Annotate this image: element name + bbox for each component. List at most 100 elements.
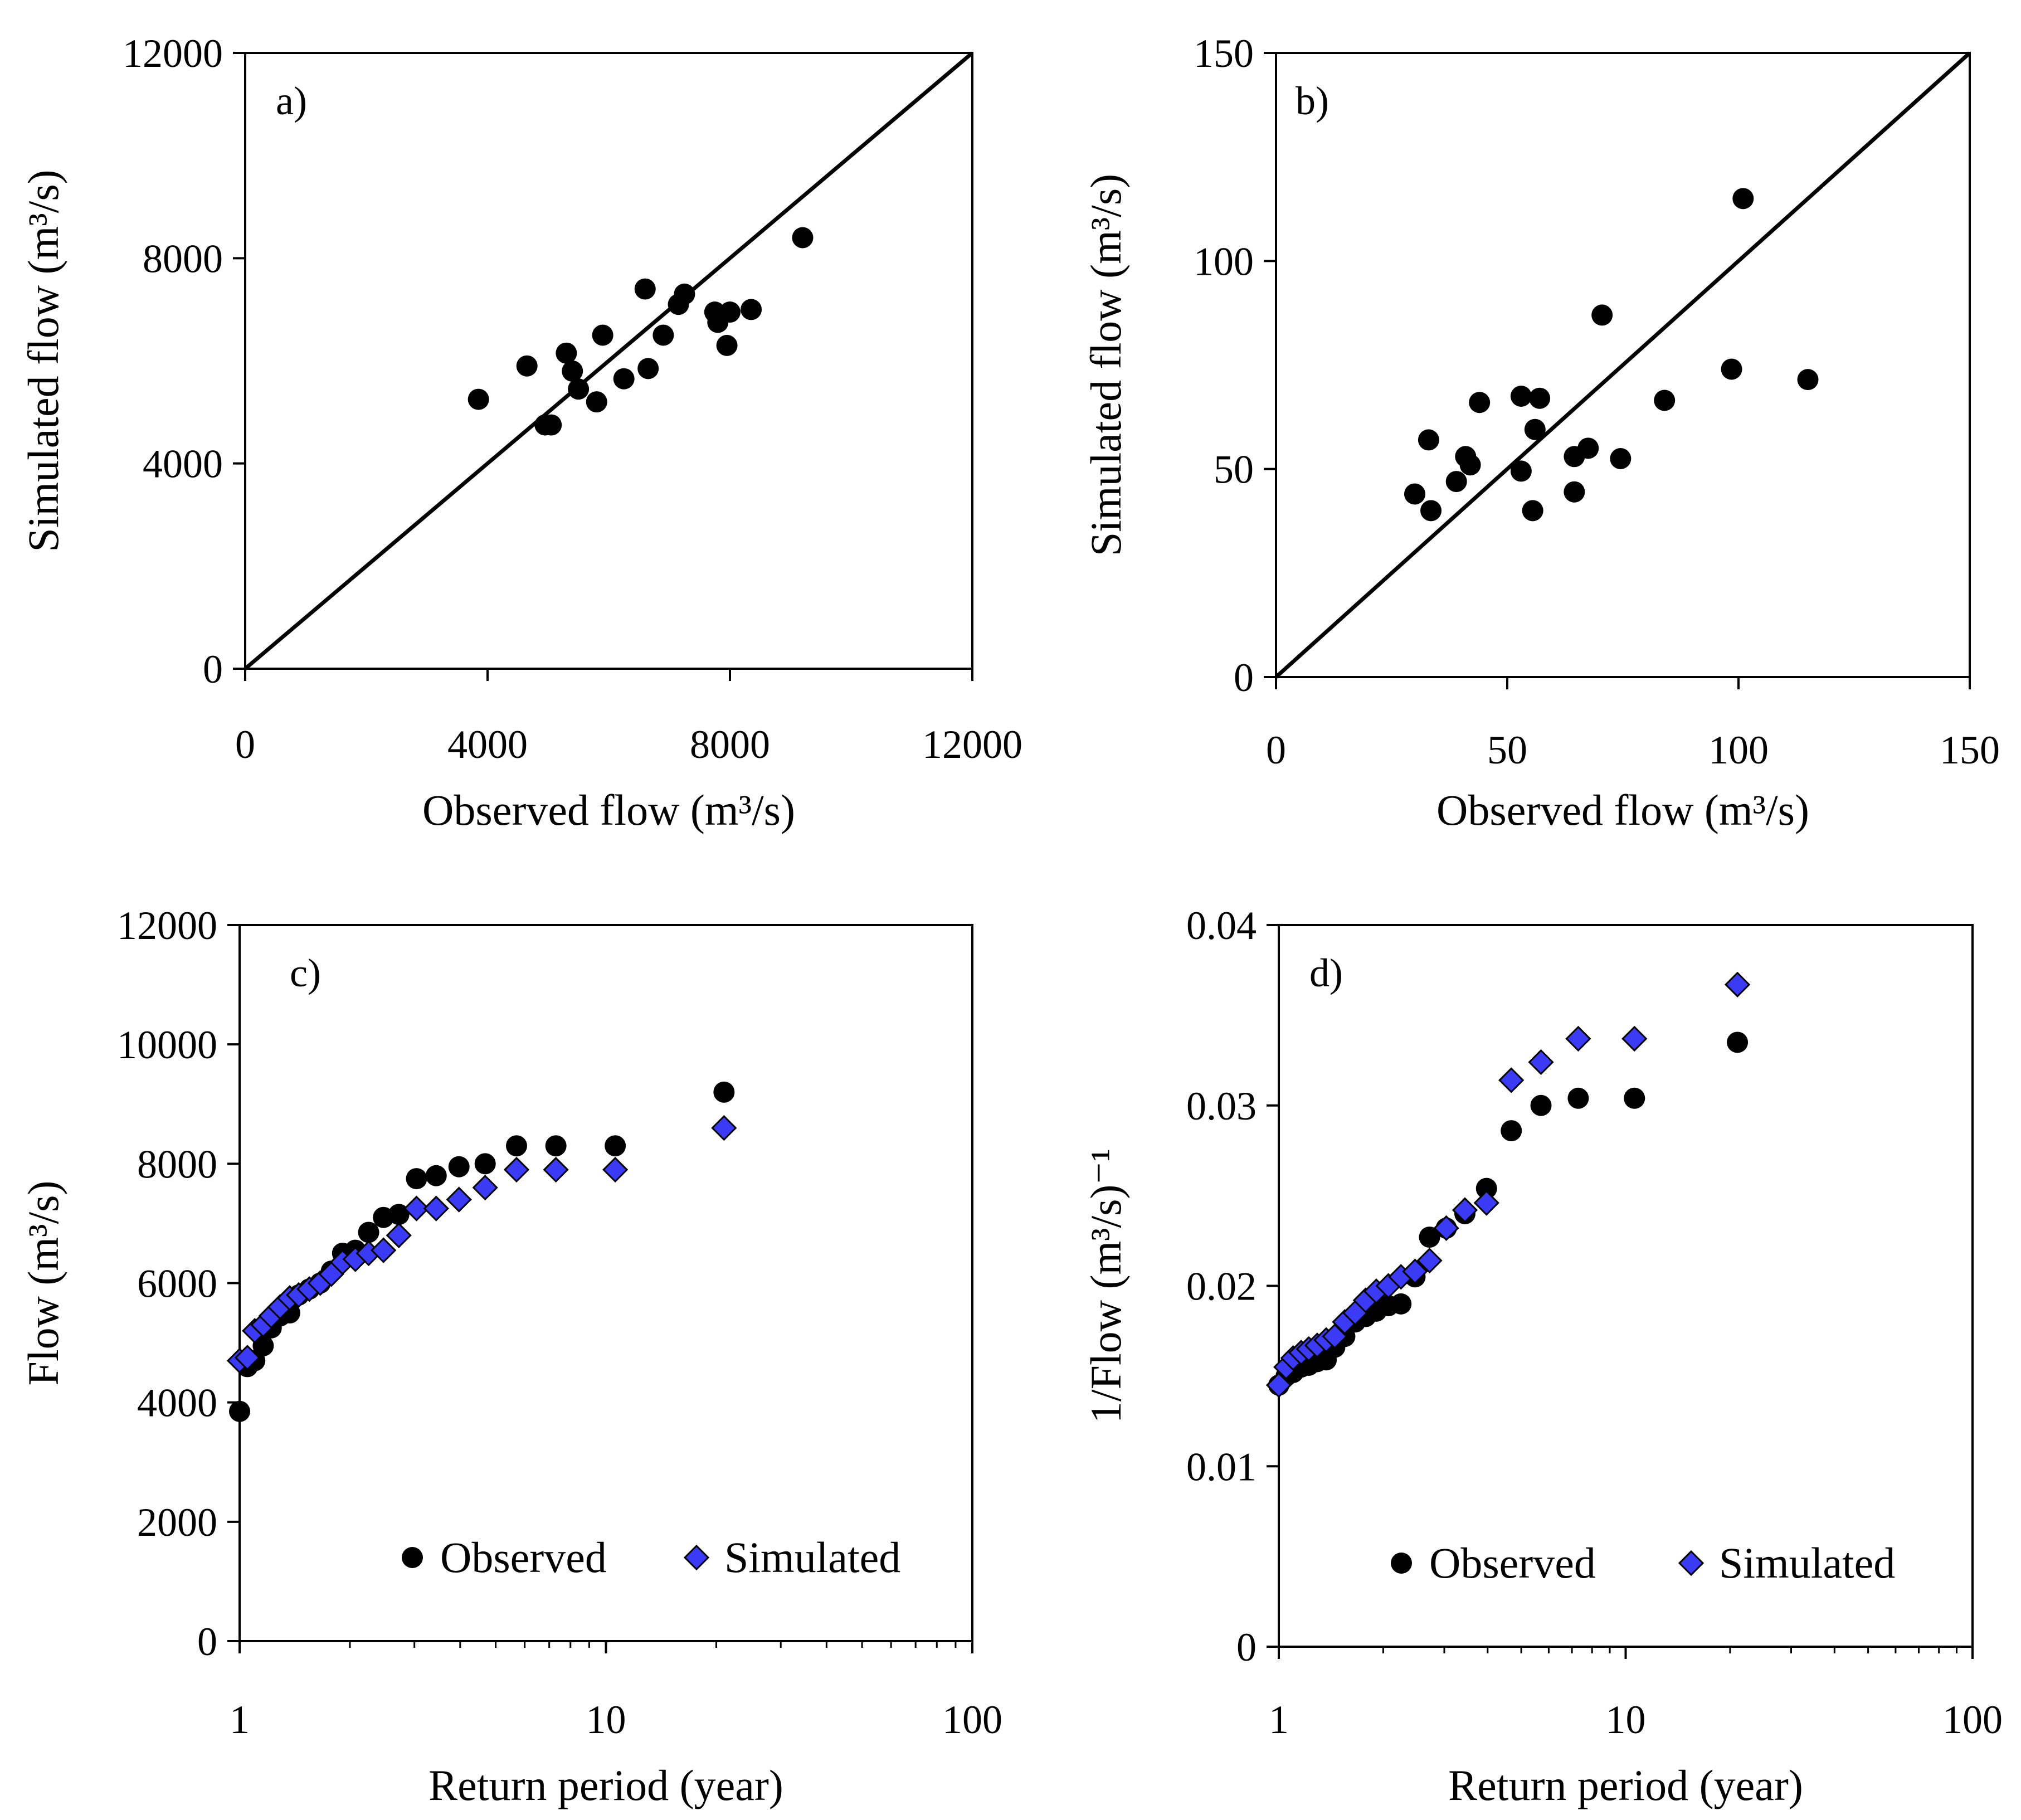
- x-axis-label: Return period (year): [1448, 1761, 1803, 1809]
- y-tick-label: 0.02: [1186, 1264, 1257, 1309]
- panel-label: a): [276, 79, 307, 123]
- simulated-point: [371, 1237, 397, 1263]
- data-point: [634, 278, 656, 300]
- x-axis-label: Return period (year): [428, 1761, 783, 1809]
- data-point: [1564, 481, 1585, 503]
- observed-point: [1567, 1087, 1589, 1109]
- y-tick-label: 4000: [137, 1381, 217, 1425]
- legend-observed-marker: [1391, 1553, 1412, 1574]
- y-tick-label: 4000: [143, 442, 223, 486]
- legend: Observed Simulated: [1391, 1539, 1895, 1587]
- data-point: [540, 414, 562, 436]
- data-point: [467, 388, 489, 410]
- x-tick-label: 10: [1606, 1697, 1646, 1742]
- x-tick-label: 100: [1708, 728, 1769, 772]
- y-axis-label: 1/Flow (m³/s)⁻¹: [1082, 1149, 1130, 1423]
- y-tick-label: 2000: [137, 1500, 217, 1545]
- observed-point: [358, 1222, 379, 1243]
- observed-point: [425, 1165, 447, 1186]
- data-point: [1522, 500, 1543, 522]
- data-point: [1654, 390, 1676, 411]
- y-tick-label: 0.03: [1186, 1084, 1257, 1128]
- panel-label: b): [1296, 79, 1329, 123]
- simulated-point: [1473, 1190, 1499, 1216]
- simulated-point: [472, 1175, 498, 1201]
- x-tick-label: 0: [1266, 728, 1286, 772]
- simulated-point: [423, 1195, 449, 1222]
- observed-point: [474, 1153, 496, 1175]
- observed-point: [1390, 1293, 1412, 1315]
- data-point: [1469, 392, 1491, 413]
- panel-label: c): [290, 951, 321, 995]
- data-point: [562, 360, 583, 382]
- data-point: [719, 301, 741, 323]
- simulated-point: [1498, 1067, 1525, 1093]
- panel-b: 0 50 100 150 0 50 100 150 Observed flow (m³/s) Si…: [1082, 31, 2000, 834]
- data-point: [1732, 188, 1754, 210]
- observed-point: [505, 1135, 527, 1157]
- x-tick-label: 150: [1940, 728, 2000, 772]
- plot-frame: [244, 52, 973, 670]
- simulated-point: [1528, 1049, 1554, 1076]
- data-point: [1721, 358, 1742, 380]
- data-point: [568, 378, 590, 400]
- data-point: [792, 227, 814, 249]
- data-point: [556, 342, 577, 364]
- simulated-point: [602, 1156, 629, 1183]
- observed-point: [1624, 1087, 1645, 1109]
- simulated-point: [1433, 1215, 1459, 1242]
- legend-simulated-label: Simulated: [724, 1533, 900, 1581]
- data-point: [592, 324, 613, 346]
- legend-observed-marker: [402, 1547, 423, 1568]
- legend-simulated-label: Simulated: [1719, 1539, 1895, 1587]
- panel-d: 0 0.01 0.02 0.03 0.04 1 10 100 Return period (ye…: [1082, 903, 2003, 1809]
- y-tick-label: 10000: [117, 1023, 217, 1067]
- x-tick-label: 1: [1269, 1697, 1289, 1742]
- x-tick-label: 8000: [690, 722, 770, 767]
- x-tick-label: 100: [1942, 1697, 2003, 1742]
- y-tick-label: 0.04: [1186, 903, 1257, 948]
- y-axis-label: Simulated flow (m³/s): [19, 169, 67, 552]
- x-tick-label: 0: [235, 722, 255, 767]
- data-point: [674, 283, 695, 305]
- y-tick-label: 50: [1214, 447, 1254, 492]
- x-tick-label: 10: [586, 1697, 626, 1742]
- observed-point: [1501, 1120, 1522, 1142]
- observed-point: [1475, 1177, 1497, 1199]
- data-point: [1529, 387, 1551, 409]
- observed-point: [448, 1156, 470, 1177]
- data-point: [1510, 386, 1532, 407]
- data-point: [1591, 304, 1613, 326]
- observed-point: [605, 1135, 626, 1157]
- legend-simulated-marker: [683, 1544, 710, 1571]
- data-point: [1510, 460, 1532, 482]
- data-point: [1610, 448, 1632, 469]
- y-tick-label: 6000: [137, 1262, 217, 1306]
- legend: Observed Simulated: [402, 1533, 900, 1581]
- observed-point: [406, 1168, 427, 1190]
- y-tick-label: 0: [1234, 655, 1254, 700]
- data-point: [637, 358, 659, 379]
- x-tick-label: 100: [942, 1697, 1002, 1742]
- panel-c: 0 2000 4000 6000 8000 10000 12000 1 10 100 Return …: [19, 903, 1002, 1809]
- simulated-point: [1416, 1248, 1443, 1274]
- simulated-point: [711, 1115, 737, 1141]
- simulated-point: [234, 1345, 261, 1371]
- simulated-point: [1402, 1258, 1428, 1284]
- x-tick-label: 50: [1487, 728, 1527, 772]
- simulated-point: [1621, 1025, 1648, 1052]
- one-to-one-line: [1274, 51, 1971, 679]
- simulated-point: [1265, 1372, 1292, 1398]
- y-tick-label: 100: [1194, 239, 1254, 284]
- observed-point: [388, 1204, 410, 1225]
- y-tick-label: 8000: [143, 236, 223, 281]
- data-point: [1418, 429, 1439, 451]
- y-tick-label: 12000: [117, 903, 217, 948]
- simulated-point: [446, 1186, 472, 1213]
- x-tick-label: 1: [230, 1697, 250, 1742]
- plot-frame: [1275, 52, 1971, 678]
- observed-point: [713, 1081, 735, 1103]
- panel-a: 0 4000 8000 12000 0 4000 8000 12000 Observed flo…: [19, 31, 1022, 834]
- y-axis-label: Simulated flow (m³/s): [1082, 174, 1130, 556]
